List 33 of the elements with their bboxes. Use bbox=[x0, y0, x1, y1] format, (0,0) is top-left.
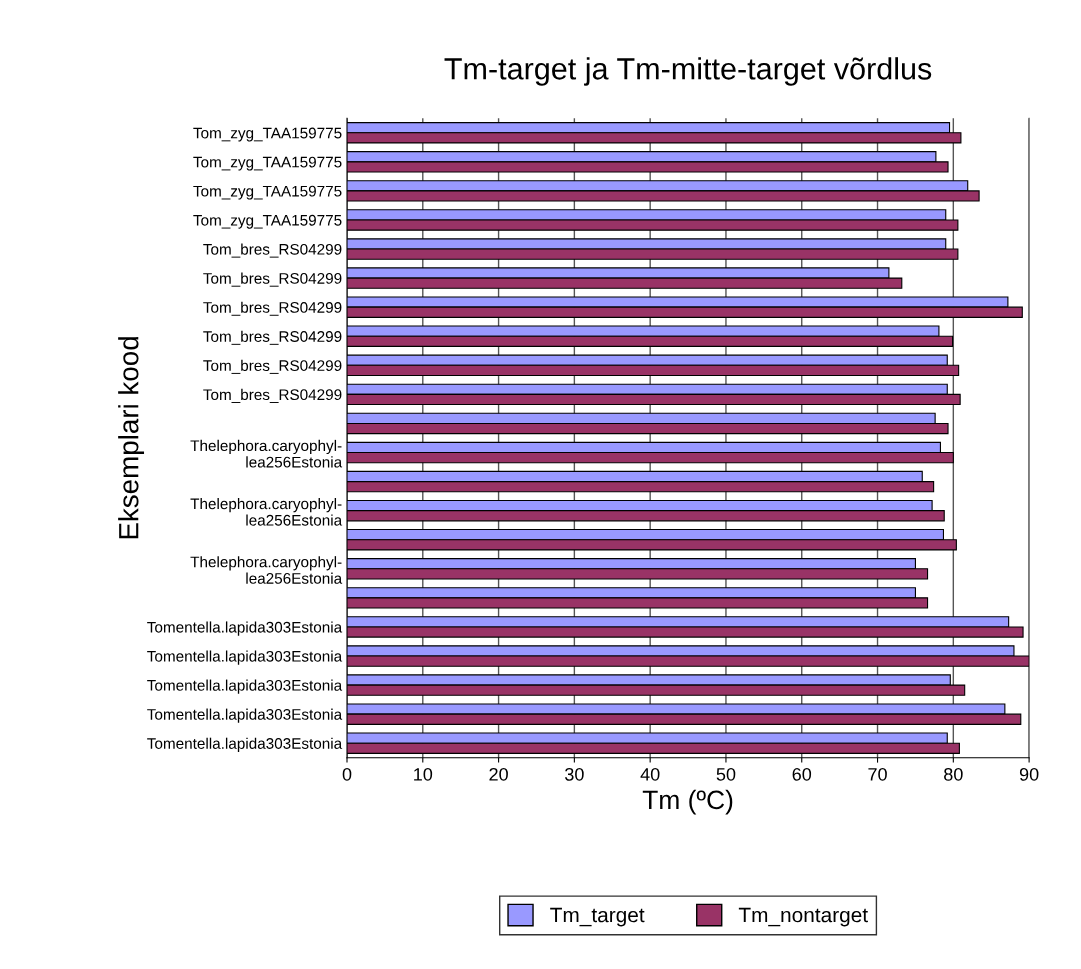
x-tick-label: 40 bbox=[640, 767, 660, 781]
x-tick-label: 90 bbox=[1019, 767, 1039, 781]
y-tick-label: Tom_bres_RS04299 bbox=[203, 301, 342, 316]
y-axis-title: Eksemplari kood bbox=[118, 337, 145, 539]
x-tick-label: 70 bbox=[868, 767, 887, 781]
x-tick-label: 80 bbox=[944, 767, 963, 781]
x-tick-label: 50 bbox=[716, 767, 736, 781]
x-axis-title: Tm (ºC) bbox=[642, 789, 733, 815]
y-tick-label: Tom_zyg_TAA159775 bbox=[193, 214, 342, 229]
y-tick-label: Tomentella.lapida303Estonia bbox=[147, 708, 343, 723]
y-tick-label: Tom_bres_RS04299 bbox=[203, 359, 342, 374]
y-tick-label: Thelephora.caryophyl- lea256Estonia bbox=[190, 439, 343, 468]
x-tick-label: 60 bbox=[792, 767, 812, 781]
y-tick-label: Tom_zyg_TAA159775 bbox=[193, 185, 342, 200]
y-tick-label: Tomentella.lapida303Estonia bbox=[147, 621, 343, 636]
y-tick-label: Tom_zyg_TAA159775 bbox=[193, 127, 342, 142]
y-tick-label: Thelephora.caryophyl- lea256Estonia bbox=[190, 498, 343, 526]
y-tick-label: Tom_bres_RS04299 bbox=[203, 272, 342, 287]
x-tick-label: 20 bbox=[489, 767, 508, 781]
y-tick-label: Tom_bres_RS04299 bbox=[203, 388, 342, 403]
y-tick-label: Tom_zyg_TAA159775 bbox=[193, 156, 342, 171]
x-tick-label: 10 bbox=[414, 767, 433, 781]
chart-title: Tm-target ja Tm-mitte-target võrdlus bbox=[444, 57, 932, 86]
y-tick-label: Tomentella.lapida303Estonia bbox=[147, 679, 343, 694]
y-tick-label: Tom_bres_RS04299 bbox=[203, 243, 342, 258]
y-tick-label: Thelephora.caryophyl- lea256Estonia bbox=[190, 556, 343, 584]
x-tick-label: 0 bbox=[342, 767, 352, 781]
legend-label: Tm_target bbox=[550, 907, 645, 927]
y-tick-label: Tomentella.lapida303Estonia bbox=[147, 737, 343, 752]
y-tick-label: Tomentella.lapida303Estonia bbox=[147, 650, 343, 665]
x-tick-label: 30 bbox=[565, 767, 584, 781]
legend-label: Tm_nontarget bbox=[738, 907, 868, 927]
y-tick-label: Tom_bres_RS04299 bbox=[203, 330, 342, 345]
